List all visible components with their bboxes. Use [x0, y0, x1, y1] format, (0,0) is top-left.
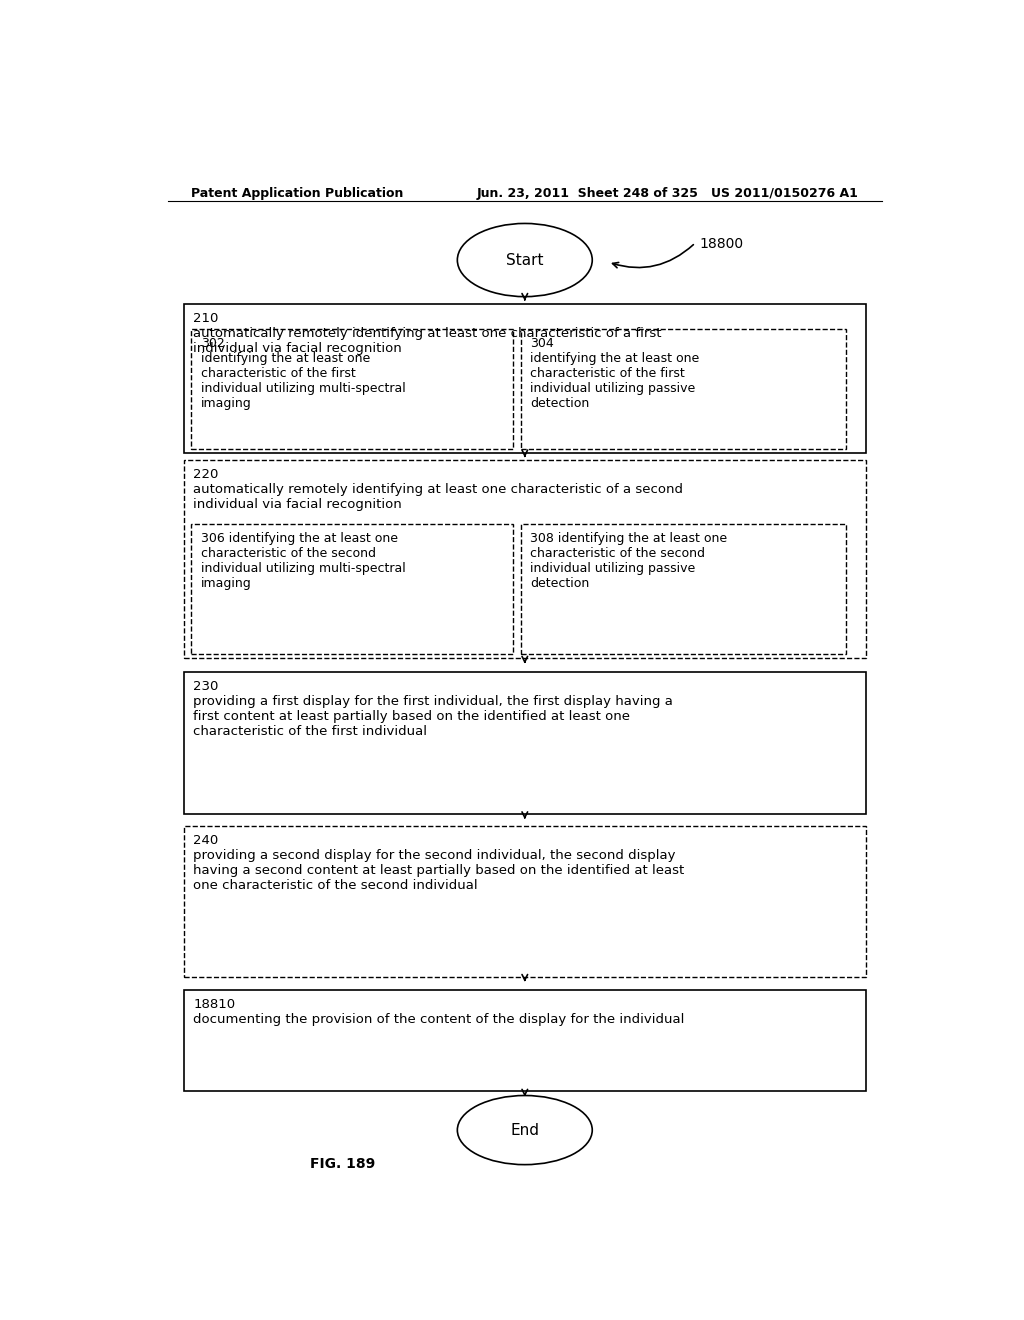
Ellipse shape [458, 223, 592, 297]
FancyBboxPatch shape [183, 461, 866, 659]
Text: 18800: 18800 [699, 236, 743, 251]
Text: 302
identifying the at least one
characteristic of the first
individual utilizin: 302 identifying the at least one charact… [201, 338, 406, 411]
Text: 210
automatically remotely identifying at least one characteristic of a first
in: 210 automatically remotely identifying a… [194, 312, 662, 355]
Text: 240
providing a second display for the second individual, the second display
hav: 240 providing a second display for the s… [194, 834, 684, 892]
Text: 220
automatically remotely identifying at least one characteristic of a second
i: 220 automatically remotely identifying a… [194, 469, 683, 511]
FancyBboxPatch shape [191, 329, 513, 449]
FancyBboxPatch shape [521, 329, 846, 449]
FancyBboxPatch shape [183, 304, 866, 453]
Text: 230
providing a first display for the first individual, the first display having: 230 providing a first display for the fi… [194, 680, 673, 738]
Text: 306 identifying the at least one
characteristic of the second
individual utilizi: 306 identifying the at least one charact… [201, 532, 406, 590]
Text: End: End [510, 1122, 540, 1138]
Text: 308 identifying the at least one
characteristic of the second
individual utilizi: 308 identifying the at least one charact… [530, 532, 727, 590]
Text: FIG. 189: FIG. 189 [309, 1156, 375, 1171]
Text: 18810
documenting the provision of the content of the display for the individual: 18810 documenting the provision of the c… [194, 998, 684, 1026]
Text: 304
identifying the at least one
characteristic of the first
individual utilizin: 304 identifying the at least one charact… [530, 338, 699, 411]
FancyBboxPatch shape [183, 990, 866, 1092]
FancyBboxPatch shape [191, 524, 513, 655]
FancyBboxPatch shape [521, 524, 846, 655]
Text: Start: Start [506, 252, 544, 268]
Text: Patent Application Publication: Patent Application Publication [191, 187, 403, 199]
FancyBboxPatch shape [183, 672, 866, 814]
Text: Jun. 23, 2011  Sheet 248 of 325   US 2011/0150276 A1: Jun. 23, 2011 Sheet 248 of 325 US 2011/0… [476, 187, 858, 199]
FancyBboxPatch shape [183, 826, 866, 977]
Ellipse shape [458, 1096, 592, 1164]
